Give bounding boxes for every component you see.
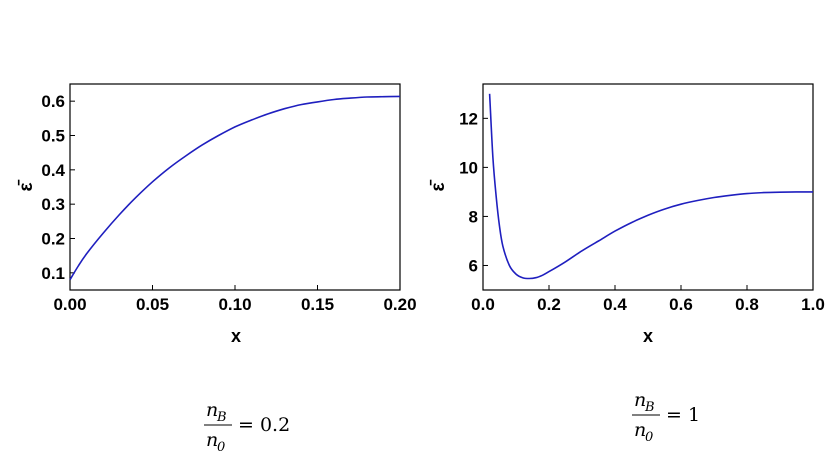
y-tick-label-left-3: 0.4 bbox=[41, 161, 65, 180]
x-tick-label-left-2: 0.10 bbox=[218, 295, 251, 314]
plot-frame-left bbox=[69, 83, 401, 291]
x-tick-label-right-2: 0.4 bbox=[603, 295, 627, 314]
y-tick-label-left-2: 0.3 bbox=[41, 195, 65, 214]
x-tick-label-right-5: 1.0 bbox=[801, 295, 825, 314]
y-tick-label-right-0: 6 bbox=[469, 256, 478, 275]
x-axis-label-right: x bbox=[643, 326, 653, 346]
x-tick-label-right-4: 0.8 bbox=[735, 295, 759, 314]
x-tick-label-right-0: 0.0 bbox=[471, 295, 495, 314]
y-tick-label-left-5: 0.6 bbox=[41, 92, 65, 111]
x-tick-label-right-3: 0.6 bbox=[669, 295, 693, 314]
y-tick-label-left-1: 0.2 bbox=[41, 230, 65, 249]
x-tick-label-left-3: 0.15 bbox=[301, 295, 334, 314]
caption-right-rest: = 1 bbox=[666, 404, 700, 426]
y-tick-label-left-0: 0.1 bbox=[41, 264, 65, 283]
chart-panel-right: 0.0 0.2 0.4 0.6 0.8 1.0 6 8 10 12 x ε̄ n B n 0 = … bbox=[428, 83, 825, 445]
series-line-right bbox=[488, 93, 813, 280]
caption-right-denom-sub: 0 bbox=[645, 430, 653, 445]
x-tick-label-left-4: 0.20 bbox=[383, 295, 416, 314]
plot-frame-right bbox=[482, 83, 814, 291]
caption-left-denom-sub: 0 bbox=[217, 440, 225, 455]
x-tick-label-right-1: 0.2 bbox=[537, 295, 561, 314]
x-tick-label-left-1: 0.05 bbox=[136, 295, 169, 314]
y-tick-label-left-4: 0.5 bbox=[41, 127, 65, 146]
y-axis-label-right: ε̄ bbox=[428, 179, 449, 191]
y-tick-label-right-2: 10 bbox=[459, 158, 478, 177]
caption-right: n B n 0 = 1 bbox=[632, 389, 700, 445]
caption-left: n B n 0 = 0.2 bbox=[204, 399, 290, 455]
x-tick-label-left-0: 0.00 bbox=[53, 295, 86, 314]
x-axis-label-left: x bbox=[231, 326, 241, 346]
caption-left-numer-sub: B bbox=[216, 410, 227, 425]
caption-right-denom: n bbox=[634, 419, 646, 441]
y-tick-label-right-1: 8 bbox=[469, 207, 478, 226]
caption-left-denom: n bbox=[206, 429, 218, 451]
series-line-left bbox=[69, 95, 401, 281]
caption-right-numer-sub: B bbox=[644, 400, 655, 415]
chart-panel-left: 0.00 0.05 0.10 0.15 0.20 0.1 0.2 0.3 0.4 0.5 0.6 x… bbox=[16, 83, 417, 455]
caption-left-rest: = 0.2 bbox=[238, 414, 290, 436]
caption-right-numer: n bbox=[634, 389, 646, 411]
y-axis-label-left: ε̄ bbox=[16, 179, 37, 191]
y-tick-label-right-3: 12 bbox=[459, 109, 478, 128]
caption-left-numer: n bbox=[206, 399, 218, 421]
